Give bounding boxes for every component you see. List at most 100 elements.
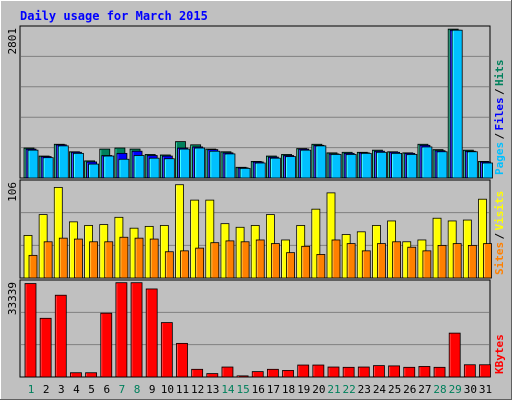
bar-sites-day-31 [483, 243, 492, 279]
bar-sites-day-3 [58, 237, 68, 279]
bar-kbytes-day-14 [221, 366, 234, 378]
bar-kbytes-day-9 [145, 288, 158, 378]
bar-sites-day-22 [346, 243, 356, 279]
bar-kbytes-day-31 [479, 364, 491, 378]
bar-sites-day-28 [437, 244, 447, 279]
bar-sites-day-12 [195, 247, 205, 279]
bar-pages-day-19 [300, 149, 312, 179]
x-axis-labels: 1 2 3 4 5 6 7 8 9 10 11 12 13 14 15 16 17 18 19 20 21 22 23 24 2… [28, 383, 492, 396]
x-tick-label-day-30: 30 [464, 383, 477, 396]
bar-kbytes-day-7 [115, 282, 128, 378]
bar-sites-day-6 [104, 241, 114, 279]
x-tick-label-day-28: 28 [433, 383, 446, 396]
bar-pages-day-24 [376, 151, 387, 179]
legend-separator: / [493, 133, 506, 140]
bar-kbytes-day-3 [54, 294, 67, 378]
x-tick-label-day-5: 5 [88, 383, 95, 396]
bar-pages-day-4 [73, 152, 84, 179]
legend-kbytes: KBytes [493, 334, 506, 374]
bar-sites-day-27 [422, 250, 432, 279]
x-tick-label-day-19: 19 [297, 383, 310, 396]
legend-files: Files [493, 97, 506, 130]
bar-pages-day-31 [482, 162, 493, 179]
bar-pages-day-27 [421, 146, 433, 179]
x-tick-label-day-22: 22 [343, 383, 356, 396]
bar-kbytes-day-4 [70, 372, 82, 378]
x-tick-label-day-26: 26 [403, 383, 416, 396]
x-tick-label-day-12: 12 [191, 383, 204, 396]
bar-pages-day-9 [148, 157, 160, 179]
legend-separator: / [493, 88, 506, 95]
legend-visits: Visits [493, 191, 506, 231]
bar-kbytes-day-24 [373, 365, 385, 378]
legend-pages: Pages [493, 142, 506, 175]
bar-kbytes-day-27 [418, 366, 431, 378]
bar-kbytes-day-18 [282, 370, 294, 378]
bar-pages-day-20 [315, 145, 327, 179]
bar-visits-day-3 [53, 187, 63, 279]
bar-sites-day-5 [89, 241, 98, 279]
bar-kbytes-day-21 [327, 366, 340, 378]
legend-hits: Hits [493, 60, 506, 87]
bar-visits-day-20 [311, 208, 321, 279]
bar-kbytes-day-2 [39, 317, 52, 378]
chart-title: Daily usage for March 2015 [20, 9, 208, 23]
bar-kbytes-day-26 [403, 366, 416, 378]
bar-sites-day-15 [240, 241, 250, 279]
x-tick-label-day-23: 23 [358, 383, 371, 396]
bar-sites-day-29 [452, 243, 462, 279]
bar-pages-day-21 [330, 154, 342, 179]
bar-pages-day-22 [345, 154, 357, 179]
bar-sites-day-30 [467, 244, 477, 279]
bar-sites-day-1 [28, 254, 38, 279]
bar-kbytes-day-17 [266, 368, 279, 378]
bar-pages-day-30 [466, 151, 478, 179]
bar-sites-day-4 [74, 238, 83, 279]
bar-pages-day-14 [224, 153, 236, 179]
bar-kbytes-day-10 [160, 322, 173, 378]
bar-kbytes-day-8 [130, 282, 143, 378]
bar-visits-day-11 [175, 184, 184, 279]
x-tick-label-day-17: 17 [267, 383, 280, 396]
bar-kbytes-day-22 [342, 366, 355, 378]
bar-sites-day-20 [316, 254, 326, 279]
legend-sites: Sites [493, 242, 506, 275]
x-tick-label-day-27: 27 [418, 383, 431, 396]
bar-visits-day-21 [326, 192, 336, 279]
bar-sites-day-17 [270, 243, 280, 279]
bar-pages-day-29 [451, 29, 463, 179]
bar-kbytes-day-6 [100, 312, 113, 378]
x-tick-label-day-13: 13 [206, 383, 219, 396]
bar-pages-day-7 [118, 158, 130, 179]
bar-visits-day-12 [190, 199, 200, 279]
bar-pages-day-11 [179, 148, 190, 179]
x-tick-label-day-20: 20 [312, 383, 325, 396]
x-tick-label-day-8: 8 [134, 383, 141, 396]
bar-sites-day-11 [180, 250, 189, 279]
bar-pages-day-6 [103, 155, 115, 179]
bar-pages-day-5 [88, 163, 99, 179]
bar-kbytes-day-29 [448, 332, 461, 378]
bar-sites-day-25 [392, 241, 402, 279]
bar-sites-day-24 [377, 243, 386, 279]
bar-kbytes-day-13 [206, 373, 219, 378]
x-tick-label-day-11: 11 [176, 383, 189, 396]
x-tick-label-day-7: 7 [119, 383, 126, 396]
panel-kbytes-ymax-label: 33339 [6, 282, 19, 315]
bar-kbytes-day-20 [312, 364, 325, 378]
bars [23, 28, 493, 378]
bar-sites-day-9 [149, 238, 159, 279]
bar-pages-day-10 [163, 158, 175, 179]
bar-kbytes-day-1 [24, 283, 37, 378]
bar-pages-day-8 [133, 155, 145, 179]
bar-kbytes-day-15 [236, 375, 249, 378]
bar-kbytes-day-11 [176, 342, 188, 378]
bar-kbytes-day-19 [297, 364, 310, 378]
bar-pages-day-17 [269, 157, 281, 179]
bar-pages-day-23 [360, 152, 372, 179]
bar-pages-day-15 [239, 167, 251, 179]
x-tick-label-day-1: 1 [28, 383, 35, 396]
x-tick-label-day-15: 15 [236, 383, 249, 396]
